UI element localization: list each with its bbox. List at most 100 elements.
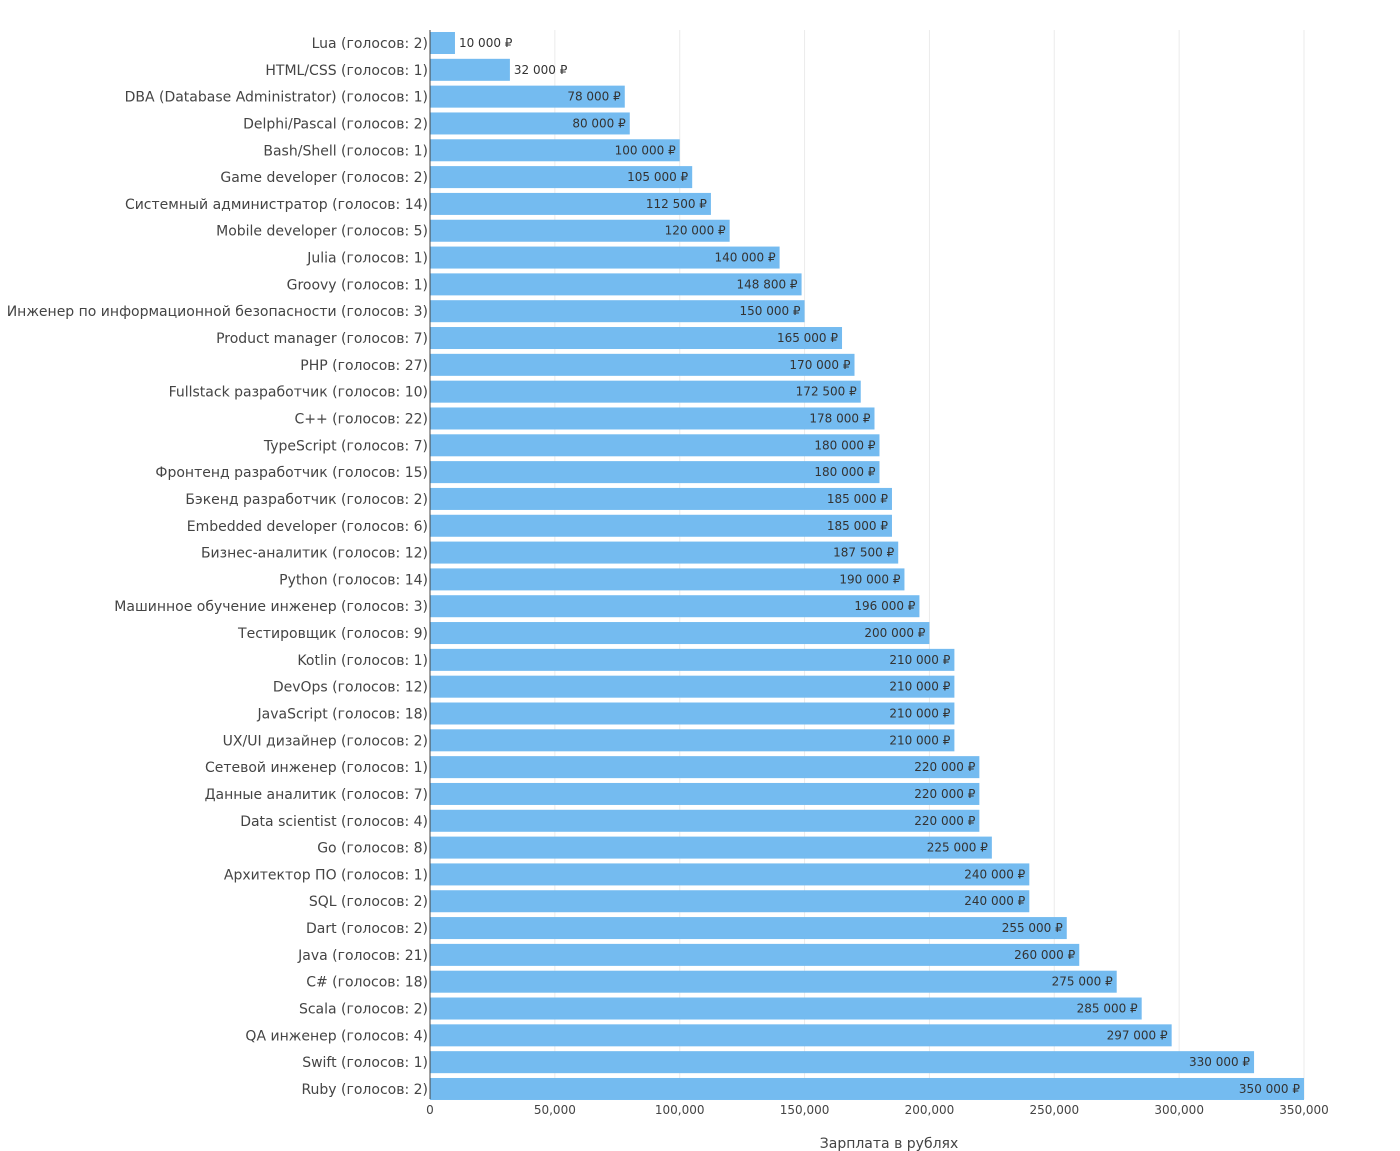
category-label: Ruby (голосов: 2) bbox=[301, 1082, 428, 1098]
bar bbox=[430, 756, 980, 779]
category-label: Архитектор ПО (голосов: 1) bbox=[224, 867, 428, 883]
value-label: 210 000 ₽ bbox=[889, 707, 950, 721]
bar bbox=[430, 58, 510, 81]
bar bbox=[430, 219, 730, 242]
bar bbox=[430, 407, 875, 430]
category-label: Инженер по информационной безопасности (… bbox=[7, 304, 428, 320]
label-layer: 0 50,000 100,000 150,000 200,000 250,000 300,0… bbox=[7, 36, 1329, 1117]
bar bbox=[430, 514, 892, 537]
category-label: SQL (голосов: 2) bbox=[309, 894, 428, 910]
category-label: PHP (голосов: 27) bbox=[300, 358, 428, 374]
bar bbox=[430, 1077, 1304, 1100]
category-label: Delphi/Pascal (голосов: 2) bbox=[243, 116, 428, 132]
value-label: 220 000 ₽ bbox=[914, 760, 975, 774]
x-tick-label: 50,000 bbox=[534, 1103, 576, 1117]
category-label: Python (голосов: 14) bbox=[279, 572, 428, 588]
category-label: Тестировщик (голосов: 9) bbox=[237, 626, 428, 642]
value-label: 330 000 ₽ bbox=[1189, 1055, 1250, 1069]
bar bbox=[430, 85, 625, 108]
value-label: 275 000 ₽ bbox=[1052, 975, 1113, 989]
bar bbox=[430, 595, 920, 618]
value-label: 187 500 ₽ bbox=[833, 546, 894, 560]
value-label: 32 000 ₽ bbox=[514, 63, 568, 77]
value-label: 112 500 ₽ bbox=[646, 197, 707, 211]
value-label: 285 000 ₽ bbox=[1077, 1002, 1138, 1016]
bar bbox=[430, 434, 880, 457]
value-label: 350 000 ₽ bbox=[1239, 1082, 1300, 1096]
value-label: 225 000 ₽ bbox=[927, 841, 988, 855]
value-label: 297 000 ₽ bbox=[1107, 1028, 1168, 1042]
category-label: DBA (Database Administrator) (голосов: 1… bbox=[125, 90, 428, 106]
value-label: 185 000 ₽ bbox=[827, 492, 888, 506]
category-label: Julia (голосов: 1) bbox=[306, 251, 428, 267]
value-label: 210 000 ₽ bbox=[889, 680, 950, 694]
category-label: Product manager (голосов: 7) bbox=[216, 331, 428, 347]
value-label: 240 000 ₽ bbox=[964, 894, 1025, 908]
x-tick-label: 100,000 bbox=[655, 1103, 705, 1117]
value-label: 220 000 ₽ bbox=[914, 814, 975, 828]
value-label: 10 000 ₽ bbox=[459, 36, 513, 50]
category-label: Kotlin (голосов: 1) bbox=[297, 653, 428, 669]
bar bbox=[430, 648, 955, 671]
x-tick-label: 150,000 bbox=[780, 1103, 830, 1117]
category-label: Сетевой инженер (голосов: 1) bbox=[205, 760, 428, 776]
category-label: Go (голосов: 8) bbox=[317, 841, 428, 857]
value-label: 210 000 ₽ bbox=[889, 653, 950, 667]
bar bbox=[430, 139, 680, 162]
bar bbox=[430, 487, 892, 510]
x-tick-label: 350,000 bbox=[1279, 1103, 1329, 1117]
x-tick-label: 0 bbox=[426, 1103, 434, 1117]
value-label: 210 000 ₽ bbox=[889, 733, 950, 747]
value-label: 172 500 ₽ bbox=[796, 385, 857, 399]
bar bbox=[430, 192, 711, 215]
bar bbox=[430, 112, 630, 135]
category-label: C# (голосов: 18) bbox=[306, 975, 428, 991]
category-label: Scala (голосов: 2) bbox=[299, 1002, 428, 1018]
bar bbox=[430, 273, 802, 296]
value-label: 196 000 ₽ bbox=[854, 599, 915, 613]
x-tick-label: 200,000 bbox=[905, 1103, 955, 1117]
bar bbox=[430, 622, 930, 645]
value-label: 148 800 ₽ bbox=[736, 277, 797, 291]
bar bbox=[430, 380, 861, 403]
bar bbox=[430, 568, 905, 591]
value-label: 185 000 ₽ bbox=[827, 519, 888, 533]
value-label: 105 000 ₽ bbox=[627, 170, 688, 184]
value-label: 200 000 ₽ bbox=[864, 626, 925, 640]
bar bbox=[430, 729, 955, 752]
bar bbox=[430, 300, 805, 323]
category-label: UX/UI дизайнер (голосов: 2) bbox=[223, 733, 428, 749]
category-label: Fullstack разработчик (голосов: 10) bbox=[169, 385, 428, 401]
value-label: 178 000 ₽ bbox=[809, 411, 870, 425]
bar bbox=[430, 702, 955, 725]
category-label: Embedded developer (голосов: 6) bbox=[187, 519, 428, 535]
bar bbox=[430, 327, 843, 350]
category-label: JavaScript (голосов: 18) bbox=[257, 707, 428, 723]
bar bbox=[430, 32, 455, 54]
bar bbox=[430, 836, 992, 859]
category-label: Бэкенд разработчик (голосов: 2) bbox=[185, 492, 428, 508]
bar-layer bbox=[430, 32, 1304, 1100]
bar bbox=[430, 890, 1030, 913]
bar bbox=[430, 353, 855, 376]
bar bbox=[430, 166, 693, 189]
bar bbox=[430, 917, 1067, 940]
category-label: Системный администратор (голосов: 14) bbox=[125, 197, 428, 213]
category-label: Lua (голосов: 2) bbox=[312, 36, 428, 52]
value-label: 140 000 ₽ bbox=[715, 251, 776, 265]
value-label: 220 000 ₽ bbox=[914, 787, 975, 801]
value-label: 78 000 ₽ bbox=[567, 90, 621, 104]
x-tick-label: 300,000 bbox=[1154, 1103, 1204, 1117]
category-label: Фронтенд разработчик (голосов: 15) bbox=[155, 465, 428, 481]
category-label: Данные аналитик (голосов: 7) bbox=[205, 787, 428, 803]
value-label: 240 000 ₽ bbox=[964, 867, 1025, 881]
value-label: 150 000 ₽ bbox=[739, 304, 800, 318]
category-label: DevOps (голосов: 12) bbox=[273, 680, 428, 696]
bar bbox=[430, 943, 1080, 966]
bar bbox=[430, 246, 780, 269]
bar bbox=[430, 675, 955, 698]
bar bbox=[430, 863, 1030, 886]
category-label: QA инженер (голосов: 4) bbox=[245, 1028, 428, 1044]
